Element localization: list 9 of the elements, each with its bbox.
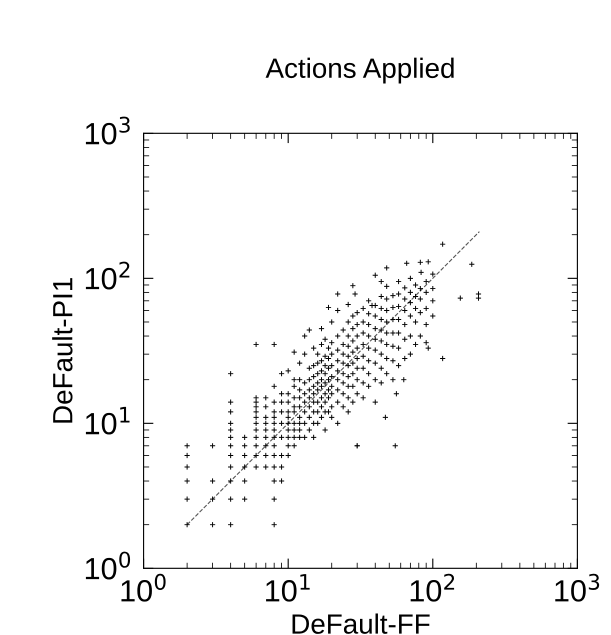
x-axis-title: DeFault-FF xyxy=(292,613,430,634)
y-tick-label: 10$^{1}$ xyxy=(86,406,130,434)
x-tick-label: 10$^{1}$ xyxy=(266,574,310,602)
y-tick-label: 10$^{2}$ xyxy=(86,262,130,290)
y-tick-label: 10$^{3}$ xyxy=(86,116,130,144)
x-tick-label: 10$^{3}$ xyxy=(555,574,600,602)
y-axis-title: DeFault-PI1 xyxy=(52,278,73,423)
chart-title: Actions Applied xyxy=(266,58,454,84)
x-tick-label: 10$^{2}$ xyxy=(410,574,454,602)
